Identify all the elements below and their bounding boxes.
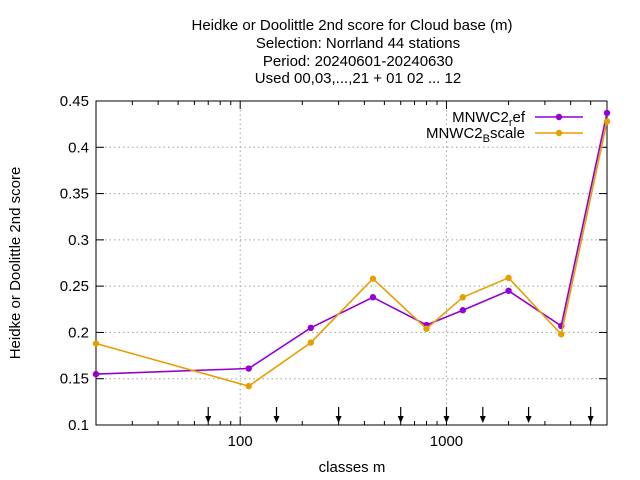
plot-frame [95,100,608,426]
y-tick-label: 0.35 [60,186,89,203]
series-1-point [92,370,100,378]
series-line-1 [95,112,608,375]
series-2-point [505,274,512,282]
y-tick-label: 0.15 [60,371,89,388]
chart-title: Heidke or Doolittle 2nd score for Cloud … [192,17,513,87]
series-2-point [423,325,430,332]
legend-label-1: MNWC2ref [452,109,526,129]
arrow-markers [205,407,594,423]
axis-ticks: 0.1 0.15 0.2 0.25 0.3 0.35 0.4 0.45 100 1000 [60,93,607,450]
title-line-4: Used 00,03,...,21 + 01 02 ... 12 [255,70,461,87]
arrow-marker-head [587,416,594,423]
y-tick-label: 0.2 [68,324,89,341]
series-1-point [603,109,611,117]
title-line-1: Heidke or Doolittle 2nd score for Cloud … [192,17,513,34]
arrow-marker-head [397,416,404,423]
series-2-point [92,340,100,347]
y-tick-label: 0.45 [60,93,89,110]
series-2-point [307,339,315,346]
series-1-point [459,307,467,314]
title-line-2: Selection: Norrland 44 stations [256,35,460,52]
legend-marker-2 [555,129,563,137]
arrow-marker-head [273,416,280,423]
x-tick-label: 1000 [430,433,463,450]
series-2-point [245,382,252,390]
arrow-marker-head [479,416,486,423]
series-2-point [558,331,565,338]
x-tick-label: 100 [228,433,253,450]
series-group [92,109,611,390]
series-2-point [603,118,611,125]
title-line-3: Period: 20240601-20240630 [263,53,453,70]
series-1-point [245,365,252,372]
arrow-marker-head [205,416,212,423]
series-1-point [505,287,512,294]
legend-label-2: MNWC2Bscale [426,125,525,145]
x-axis-label: classes m [319,459,386,476]
series-line-2 [95,121,608,387]
legend-marker-1 [555,113,563,121]
arrow-marker-head [525,416,532,423]
arrow-marker-head [443,416,450,423]
y-tick-label: 0.25 [60,278,89,295]
y-tick-label: 0.1 [68,417,89,434]
y-axis-label: Heidke or Doolittle 2nd score [7,167,24,360]
series-1-point [307,324,315,331]
series-1-point [369,294,377,301]
series-2-point [369,275,377,282]
arrow-marker-head [335,416,342,423]
y-tick-label: 0.4 [68,139,89,156]
series-2-point [459,294,467,301]
grid [96,101,607,425]
y-tick-label: 0.3 [68,232,89,249]
